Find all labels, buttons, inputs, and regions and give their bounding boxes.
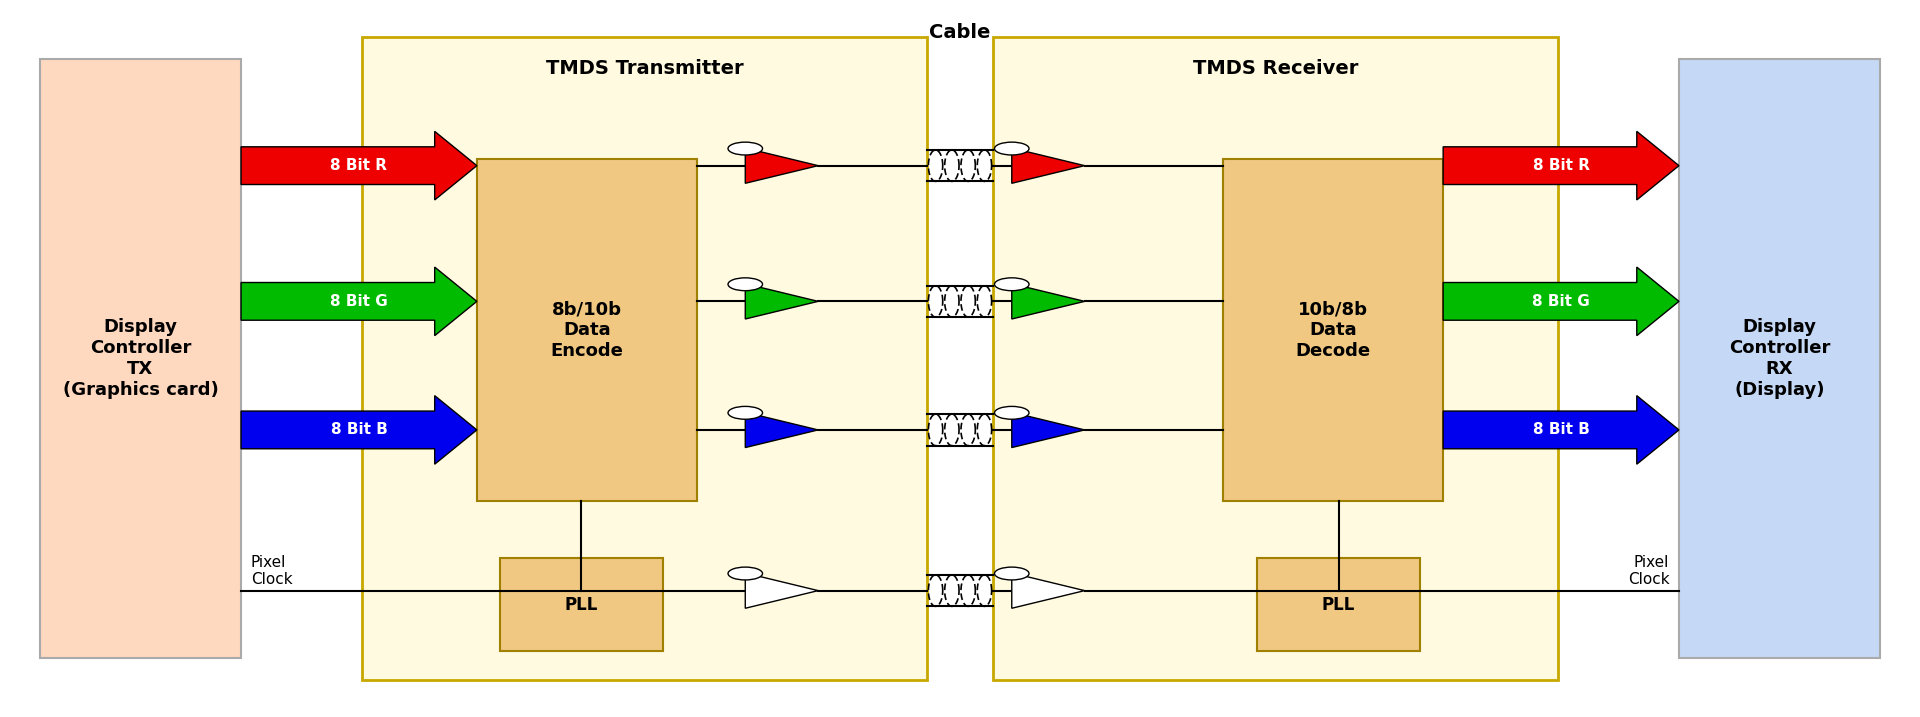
Circle shape [728, 567, 762, 580]
Polygon shape [242, 396, 476, 464]
Text: Pixel
Clock: Pixel Clock [252, 555, 292, 587]
Bar [993, 37, 1559, 680]
Bar [40, 59, 242, 658]
Bar [1678, 59, 1880, 658]
Circle shape [728, 407, 762, 419]
Circle shape [995, 407, 1029, 419]
Text: TMDS Transmitter: TMDS Transmitter [545, 59, 743, 77]
Bar [1223, 158, 1444, 501]
Polygon shape [745, 148, 818, 184]
Text: 8 Bit G: 8 Bit G [1532, 294, 1590, 309]
Polygon shape [1012, 573, 1085, 608]
Circle shape [728, 277, 762, 290]
Text: 8 Bit R: 8 Bit R [1532, 158, 1590, 174]
Text: 8 Bit B: 8 Bit B [1532, 422, 1590, 437]
Polygon shape [242, 267, 476, 336]
Circle shape [995, 567, 1029, 580]
Text: 8b/10b
Data
Encode: 8b/10b Data Encode [551, 300, 624, 360]
Polygon shape [745, 573, 818, 608]
Polygon shape [1012, 284, 1085, 319]
Text: 8 Bit R: 8 Bit R [330, 158, 388, 174]
Text: Display
Controller
TX
(Graphics card): Display Controller TX (Graphics card) [63, 318, 219, 399]
Circle shape [995, 142, 1029, 155]
Polygon shape [1444, 396, 1678, 464]
Text: 10b/8b
Data
Decode: 10b/8b Data Decode [1296, 300, 1371, 360]
Text: Display
Controller
RX
(Display): Display Controller RX (Display) [1728, 318, 1830, 399]
Text: Cable: Cable [929, 23, 991, 42]
Polygon shape [1012, 412, 1085, 447]
Circle shape [728, 142, 762, 155]
Bar [361, 37, 927, 680]
Bar [476, 158, 697, 501]
Polygon shape [745, 284, 818, 319]
Polygon shape [1444, 267, 1678, 336]
Text: 8 Bit B: 8 Bit B [330, 422, 388, 437]
Text: TMDS Receiver: TMDS Receiver [1192, 59, 1357, 77]
Polygon shape [1444, 131, 1678, 200]
Polygon shape [745, 412, 818, 447]
Text: PLL: PLL [564, 596, 597, 614]
Circle shape [995, 277, 1029, 290]
Bar [499, 559, 662, 651]
Polygon shape [242, 131, 476, 200]
Polygon shape [1012, 148, 1085, 184]
Text: PLL: PLL [1323, 596, 1356, 614]
Bar [1258, 559, 1421, 651]
Text: Pixel
Clock: Pixel Clock [1628, 555, 1668, 587]
Text: 8 Bit G: 8 Bit G [330, 294, 388, 309]
